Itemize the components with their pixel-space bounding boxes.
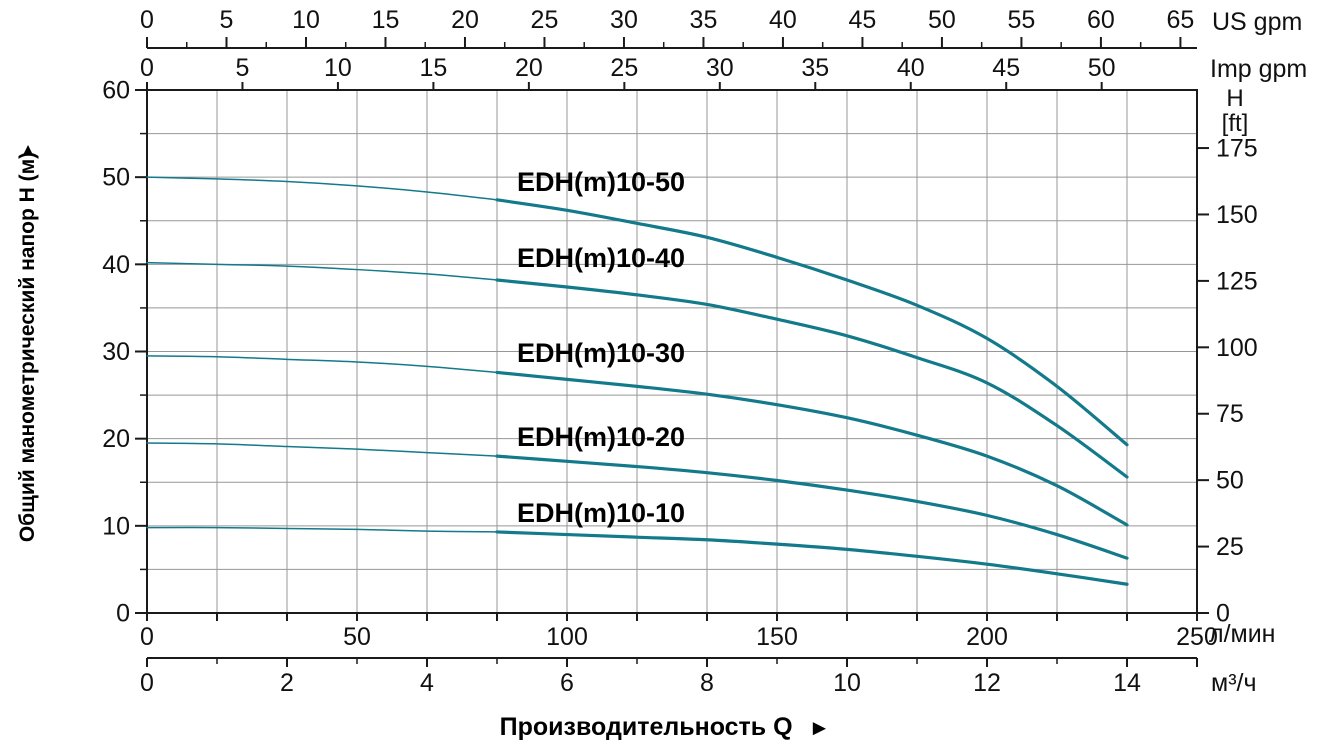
m3h-tick-label: 4 xyxy=(420,669,434,697)
right-tick-label: 125 xyxy=(1216,267,1258,295)
imp-gpm-tick-label: 35 xyxy=(801,54,829,82)
pump-curve xyxy=(495,198,1129,447)
m3h-tick-label: 0 xyxy=(140,669,154,697)
right-tick-label: 100 xyxy=(1216,334,1258,362)
left-tick-label: 50 xyxy=(102,164,130,192)
us-gpm-tick-label: 5 xyxy=(220,6,234,34)
left-tick-label: 40 xyxy=(102,251,130,279)
left-tick-label: 10 xyxy=(102,512,130,540)
lmin-tick-label: 50 xyxy=(343,623,371,651)
curve-label-edhm10-20: EDH(m)10-20 xyxy=(517,422,686,452)
imp-gpm-tick-label: 20 xyxy=(515,54,543,82)
us-gpm-tick-label: 35 xyxy=(690,6,718,34)
us-gpm-tick-label: 10 xyxy=(292,6,320,34)
curve-label-edhm10-40: EDH(m)10-40 xyxy=(517,243,686,273)
us-gpm-tick-label: 15 xyxy=(372,6,400,34)
pump-curve-thin xyxy=(146,442,498,457)
right-arrow-icon: ► xyxy=(808,715,831,740)
up-arrow-icon: ▲ xyxy=(19,140,37,159)
us-gpm-tick-label: 45 xyxy=(849,6,877,34)
left-tick-label: 20 xyxy=(102,425,130,453)
right-tick-label: 25 xyxy=(1216,533,1244,561)
curve-label-edhm10-10: EDH(m)10-10 xyxy=(517,498,686,528)
us-gpm-tick-label: 0 xyxy=(140,6,154,34)
lmin-tick-label: 250 xyxy=(1176,623,1218,651)
imp-gpm-tick-label: 40 xyxy=(897,54,925,82)
us-gpm-tick-label: 20 xyxy=(451,6,479,34)
us-gpm-tick-label: 50 xyxy=(928,6,956,34)
lmin-tick-label: 150 xyxy=(756,623,798,651)
pump-curve-thin xyxy=(146,526,498,533)
pump-curve-thin xyxy=(146,261,498,281)
m3h-tick-label: 8 xyxy=(700,669,714,697)
right-tick-label: 150 xyxy=(1216,201,1258,229)
y-axis-title: Общий манометрический напор H (м) xyxy=(16,151,39,543)
right-tick-label: 175 xyxy=(1216,135,1258,163)
lmin-tick-label: 0 xyxy=(140,623,154,651)
imp-gpm-tick-label: 50 xyxy=(1088,54,1116,82)
pump-curve xyxy=(495,278,1129,479)
pump-curve xyxy=(495,370,1129,527)
pump-curve-thin xyxy=(146,176,498,201)
us-gpm-tick-label: 65 xyxy=(1167,6,1195,34)
left-tick-label: 30 xyxy=(102,338,130,366)
imp-gpm-tick-label: 5 xyxy=(236,54,250,82)
pump-curve-thin xyxy=(146,355,498,374)
imp-gpm-tick-label: 30 xyxy=(706,54,734,82)
us-gpm-unit-label: US gpm xyxy=(1212,8,1303,36)
lmin-unit-label: л/мин xyxy=(1209,620,1276,648)
pump-curve xyxy=(495,530,1129,586)
lmin-tick-label: 100 xyxy=(546,623,588,651)
imp-gpm-tick-label: 15 xyxy=(419,54,447,82)
x-axis-title-text: Производительность Q xyxy=(499,713,793,741)
pump-curve xyxy=(495,454,1129,560)
imp-gpm-tick-label: 0 xyxy=(140,54,154,82)
m3h-tick-label: 2 xyxy=(280,669,294,697)
curve-label-edhm10-50: EDH(m)10-50 xyxy=(517,167,686,197)
right-tick-label: 0 xyxy=(1216,600,1230,628)
right-axis-h-label: H xyxy=(1226,85,1244,112)
m3h-tick-label: 6 xyxy=(560,669,574,697)
m3h-tick-label: 14 xyxy=(1113,669,1141,697)
right-tick-label: 75 xyxy=(1216,400,1244,428)
us-gpm-tick-label: 55 xyxy=(1008,6,1036,34)
curve-label-edhm10-30: EDH(m)10-30 xyxy=(517,338,686,368)
right-axis-ft-label: [ft] xyxy=(1221,110,1249,137)
m3h-unit-label: м³/ч xyxy=(1211,669,1257,697)
us-gpm-tick-label: 30 xyxy=(610,6,638,34)
imp-gpm-tick-label: 25 xyxy=(610,54,638,82)
us-gpm-tick-label: 40 xyxy=(769,6,797,34)
imp-gpm-unit-label: Imp gpm xyxy=(1210,55,1308,83)
left-tick-label: 60 xyxy=(102,77,130,105)
left-tick-label: 0 xyxy=(116,600,130,628)
right-tick-label: 50 xyxy=(1216,467,1244,495)
x-axis-title: Производительность Q ► xyxy=(455,713,875,742)
imp-gpm-tick-label: 45 xyxy=(992,54,1020,82)
m3h-tick-label: 12 xyxy=(973,669,1001,697)
m3h-tick-label: 10 xyxy=(833,669,861,697)
us-gpm-tick-label: 60 xyxy=(1087,6,1115,34)
imp-gpm-tick-label: 10 xyxy=(324,54,352,82)
us-gpm-tick-label: 25 xyxy=(531,6,559,34)
lmin-tick-label: 200 xyxy=(966,623,1008,651)
